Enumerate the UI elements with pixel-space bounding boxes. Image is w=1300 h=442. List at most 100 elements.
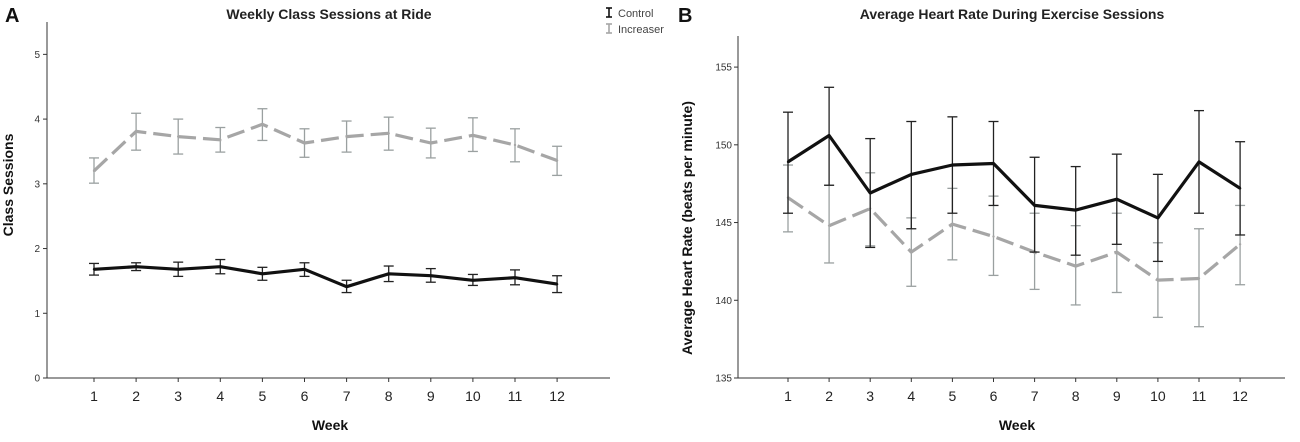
series-control [89,258,563,294]
series-line-control [93,265,558,289]
data-point [1115,198,1119,201]
data-point [1238,187,1242,190]
x-tick-label: 12 [1232,388,1248,404]
data-point [827,224,831,227]
y-tick-label: 135 [715,374,732,385]
y-tick-label: 145 [715,218,732,229]
data-point [261,123,264,126]
y-tick-label: 0 [34,374,40,385]
x-tick-label: 3 [866,388,874,404]
series-control [783,86,1246,263]
x-tick-label: 9 [1113,388,1121,404]
data-point [261,272,264,275]
data-point [429,274,432,277]
x-tick-label: 5 [259,388,267,404]
series-line-control [787,133,1241,220]
data-point [92,268,96,271]
data-point [555,159,559,162]
data-point [1238,243,1242,246]
x-tick-label: 10 [465,388,481,404]
y-tick-label: 140 [715,296,732,307]
data-point [951,222,954,226]
data-point [1156,278,1160,282]
x-tick-label: 8 [1072,388,1080,404]
data-point [951,163,954,167]
x-tick-label: 6 [990,388,998,404]
panel-a-ylabel: Class Sessions [0,133,16,236]
series-line-increaser [787,196,1242,282]
x-tick-label: 10 [1150,388,1166,404]
x-tick-label: 1 [90,388,98,404]
y-tick-label: 4 [34,115,40,126]
data-point [1156,216,1160,220]
data-point [134,265,138,268]
data-point [513,276,517,279]
data-point [471,279,475,282]
data-point [1197,277,1201,280]
y-tick-label: 3 [34,179,40,190]
x-tick-label: 7 [1031,388,1039,404]
legend: Control Increaser [606,7,664,36]
data-point [992,235,995,238]
x-tick-label: 1 [784,388,792,404]
data-point [219,138,222,142]
y-tick-label: 1 [34,309,40,320]
data-point [513,143,517,147]
legend-control-label: Control [618,8,653,20]
data-point [429,141,432,145]
y-tick-label: 2 [34,244,40,255]
legend-increaser-label: Increaser [618,24,664,36]
data-point [387,132,390,135]
panel-b-ylabel: Average Heart Rate (beats per minute) [679,101,695,355]
series-line-increaser [92,122,558,173]
data-point [303,268,306,271]
x-tick-label: 9 [427,388,435,404]
data-point [910,250,913,254]
legend-increaser-marker [606,23,612,34]
x-tick-label: 2 [825,388,833,404]
panel-a-letter: A [5,5,19,27]
x-tick-label: 12 [549,388,565,404]
data-point [177,135,180,138]
series-increaser [783,164,1246,328]
panel-a-xlabel: Week [312,417,349,433]
x-tick-label: 6 [301,388,309,404]
data-point [345,285,348,288]
data-point [134,130,138,133]
x-tick-label: 5 [949,388,957,404]
data-point [1074,264,1077,268]
y-tick-label: 155 [715,63,732,74]
data-point [387,272,390,275]
data-point [92,169,96,173]
panel-b-letter: B [678,5,692,27]
data-point [303,141,306,145]
x-tick-label: 7 [343,388,351,404]
series-increaser [89,108,563,184]
data-point [345,135,348,138]
data-point [555,282,559,286]
data-point [471,134,475,137]
data-point [1074,208,1077,212]
x-tick-label: 11 [508,388,523,404]
x-tick-label: 2 [132,388,140,404]
data-point [219,265,222,268]
x-tick-label: 11 [1192,388,1207,404]
x-tick-label: 8 [385,388,393,404]
data-point [1115,250,1119,254]
y-tick-label: 5 [34,50,40,61]
data-point [1197,160,1201,164]
legend-control-marker [606,7,612,18]
data-point [786,160,790,164]
data-point [910,173,913,176]
y-tick-label: 150 [715,140,732,151]
data-point [177,268,180,271]
x-tick-label: 4 [907,388,915,404]
data-point [869,191,872,195]
panel-a-title: Weekly Class Sessions at Ride [226,6,431,22]
x-tick-label: 4 [216,388,224,404]
data-point [1033,204,1036,207]
data-point [992,162,995,165]
